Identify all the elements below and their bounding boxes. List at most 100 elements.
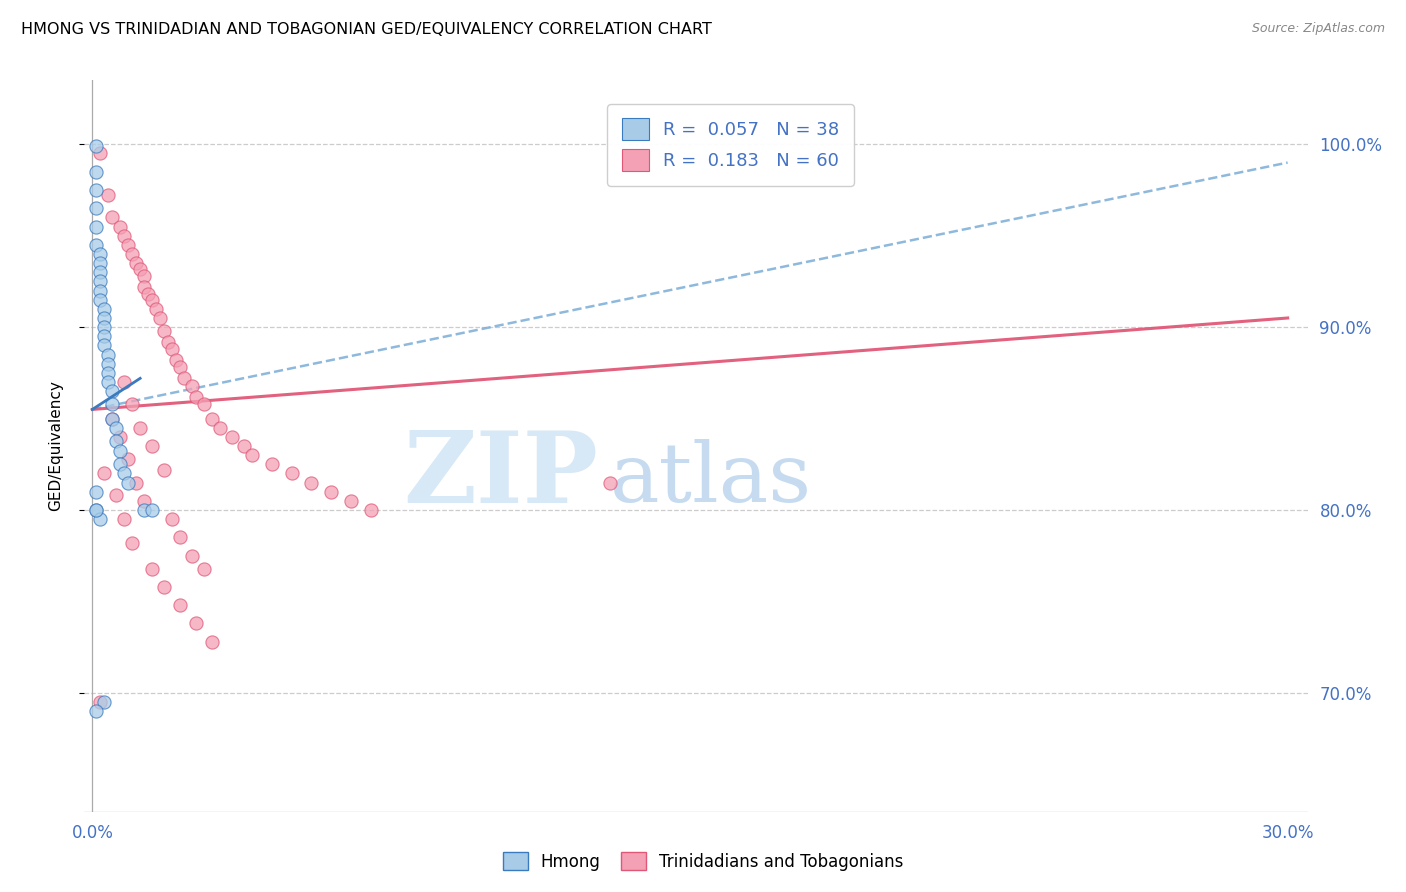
- Point: [112, 375, 135, 389]
- Point: [101, 411, 124, 425]
- Point: [125, 256, 148, 270]
- Point: [301, 475, 323, 490]
- Point: [105, 420, 128, 434]
- Point: [89, 512, 111, 526]
- Point: [340, 493, 363, 508]
- Point: [89, 695, 111, 709]
- Point: [93, 338, 115, 352]
- Point: [125, 475, 148, 490]
- Point: [117, 451, 139, 466]
- Point: [141, 503, 163, 517]
- Point: [97, 188, 120, 202]
- Point: [157, 334, 180, 349]
- Point: [89, 293, 111, 307]
- Point: [97, 347, 120, 362]
- Point: [165, 353, 187, 368]
- Point: [153, 580, 176, 594]
- Point: [93, 467, 115, 481]
- Point: [134, 280, 156, 294]
- Point: [360, 503, 382, 517]
- Point: [121, 397, 143, 411]
- Point: [221, 430, 243, 444]
- Point: [599, 475, 621, 490]
- Point: [121, 247, 143, 261]
- Point: [201, 634, 224, 648]
- Point: [149, 311, 172, 326]
- Point: [105, 488, 128, 502]
- Point: [173, 371, 195, 385]
- Point: [89, 274, 111, 288]
- Point: [117, 238, 139, 252]
- Point: [321, 484, 343, 499]
- Legend: Hmong, Trinidadians and Tobagonians: Hmong, Trinidadians and Tobagonians: [494, 844, 912, 880]
- Point: [89, 146, 111, 161]
- Point: [153, 463, 176, 477]
- Point: [86, 238, 108, 252]
- Point: [141, 293, 163, 307]
- Point: [93, 320, 115, 334]
- Point: [93, 695, 115, 709]
- Point: [89, 247, 111, 261]
- Point: [112, 467, 135, 481]
- Point: [110, 444, 132, 458]
- Point: [97, 366, 120, 380]
- Point: [169, 360, 191, 375]
- Point: [181, 378, 204, 392]
- Point: [112, 228, 135, 243]
- Point: [134, 503, 156, 517]
- Point: [89, 265, 111, 279]
- Point: [101, 384, 124, 399]
- Point: [129, 261, 152, 276]
- Legend: R =  0.057   N = 38, R =  0.183   N = 60: R = 0.057 N = 38, R = 0.183 N = 60: [607, 104, 853, 186]
- Point: [240, 448, 263, 462]
- Point: [201, 411, 224, 425]
- Point: [134, 268, 156, 283]
- Point: [86, 704, 108, 718]
- Point: [193, 397, 215, 411]
- Point: [117, 475, 139, 490]
- Point: [97, 357, 120, 371]
- Point: [93, 311, 115, 326]
- Point: [93, 329, 115, 343]
- Point: [101, 397, 124, 411]
- Point: [184, 390, 207, 404]
- Text: ZIP: ZIP: [404, 426, 598, 524]
- Point: [86, 164, 108, 178]
- Point: [105, 434, 128, 448]
- Point: [208, 420, 231, 434]
- Point: [86, 484, 108, 499]
- Point: [112, 512, 135, 526]
- Point: [280, 467, 302, 481]
- Point: [181, 549, 204, 563]
- Point: [260, 458, 283, 472]
- Point: [184, 616, 207, 631]
- Point: [141, 439, 163, 453]
- Point: [86, 201, 108, 215]
- Point: [101, 211, 124, 225]
- Point: [121, 536, 143, 550]
- Point: [101, 411, 124, 425]
- Point: [160, 512, 183, 526]
- Point: [136, 287, 159, 301]
- Text: Source: ZipAtlas.com: Source: ZipAtlas.com: [1251, 22, 1385, 36]
- Point: [141, 561, 163, 575]
- Point: [86, 503, 108, 517]
- Point: [89, 284, 111, 298]
- Point: [160, 342, 183, 356]
- Point: [110, 430, 132, 444]
- Point: [169, 598, 191, 612]
- Point: [86, 183, 108, 197]
- Point: [169, 530, 191, 544]
- Text: HMONG VS TRINIDADIAN AND TOBAGONIAN GED/EQUIVALENCY CORRELATION CHART: HMONG VS TRINIDADIAN AND TOBAGONIAN GED/…: [21, 22, 711, 37]
- Point: [89, 256, 111, 270]
- Point: [145, 301, 167, 316]
- Point: [153, 324, 176, 338]
- Point: [110, 219, 132, 234]
- Point: [97, 375, 120, 389]
- Point: [193, 561, 215, 575]
- Point: [86, 219, 108, 234]
- Point: [86, 503, 108, 517]
- Y-axis label: GED/Equivalency: GED/Equivalency: [49, 381, 63, 511]
- Text: atlas: atlas: [610, 439, 813, 519]
- Point: [110, 458, 132, 472]
